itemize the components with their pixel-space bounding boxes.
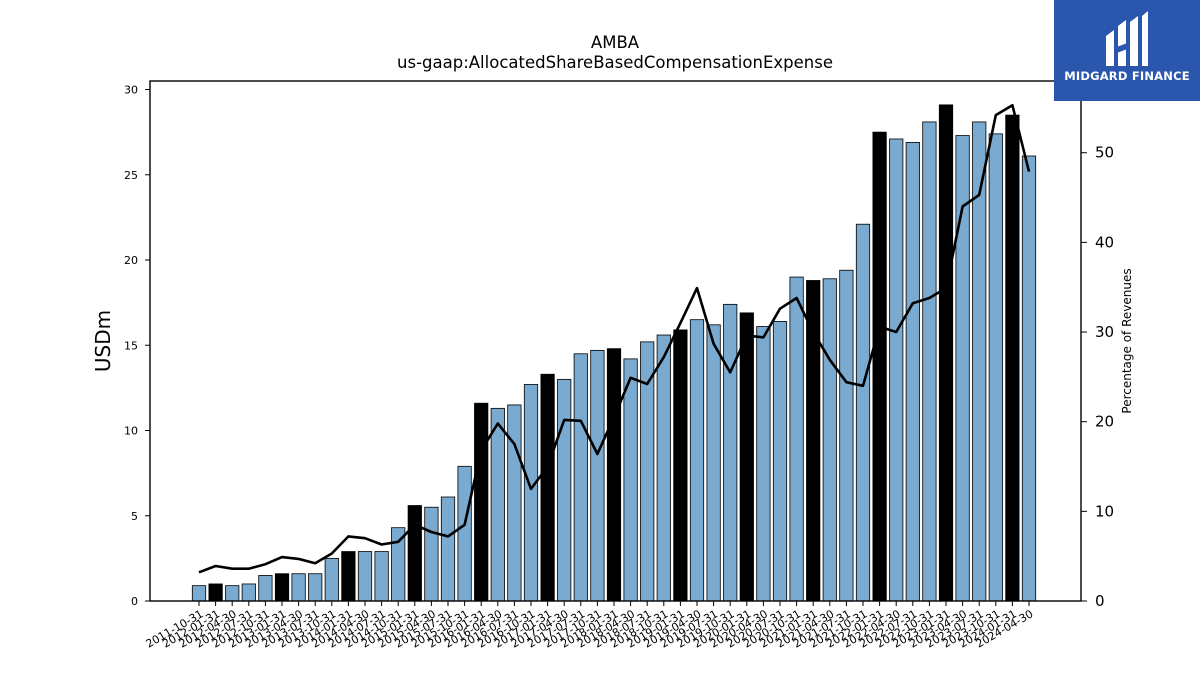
axes-layer: 051015202530010203040502011-10-312012-01… — [124, 80, 1114, 651]
bar-2012-04-30 — [225, 585, 240, 602]
y-axis-label: USDm — [91, 310, 115, 372]
y2-tick-label: 40 — [1095, 233, 1114, 251]
bar-2017-07-31 — [573, 353, 588, 602]
bar-2020-07-31 — [772, 320, 788, 602]
bar-2017-10-31 — [590, 349, 605, 602]
brand-name: MIDGARD FINANCE — [1064, 69, 1190, 83]
bar-2016-04-30 — [490, 407, 505, 602]
bar-2012-10-31 — [258, 575, 273, 602]
brand-logo: MIDGARD FINANCE — [1054, 0, 1200, 101]
y2-tick-label: 50 — [1095, 144, 1114, 162]
bar-2013-07-31 — [308, 573, 323, 602]
bar-2013-04-30 — [291, 573, 306, 602]
y-tick-label: 10 — [124, 425, 138, 438]
bars-layer — [191, 104, 1037, 602]
line-layer — [198, 103, 1031, 574]
bar-2012-01-31 — [208, 583, 223, 602]
bar-2016-07-31 — [507, 404, 522, 602]
bar-2016-10-31 — [523, 384, 539, 602]
bar-2024-04-30 — [1021, 155, 1037, 602]
plot-frame — [149, 80, 1082, 602]
bar-2021-07-31 — [839, 269, 854, 602]
bar-2018-10-31 — [656, 334, 671, 602]
bar-2019-01-31 — [673, 329, 688, 602]
bar-2021-04-30 — [822, 278, 837, 602]
bar-2021-10-31 — [855, 223, 871, 602]
bar-2018-07-31 — [640, 341, 655, 602]
y-tick-label: 25 — [124, 169, 138, 182]
bar-2024-01-31 — [1005, 114, 1020, 602]
bar-2015-04-30 — [424, 506, 439, 602]
bar-2013-10-31 — [324, 557, 339, 602]
y2-tick-label: 10 — [1095, 502, 1114, 520]
bar-2018-04-30 — [623, 358, 638, 602]
bar-2015-10-31 — [457, 465, 472, 602]
revenue-percentage-line — [198, 103, 1031, 574]
bar-2012-07-31 — [241, 583, 256, 602]
bar-2019-04-30 — [689, 319, 705, 602]
y2-axis-label: Percentage of Revenues — [1120, 268, 1134, 413]
bar-2023-10-31 — [988, 133, 1003, 602]
bar-2023-01-31 — [938, 104, 954, 602]
bar-2022-07-31 — [905, 141, 920, 602]
y-tick-label: 30 — [124, 84, 138, 97]
chart-subtitle: us-gaap:AllocatedShareBasedCompensationE… — [397, 53, 833, 72]
bar-2013-01-31 — [274, 573, 290, 602]
bar-2022-10-31 — [922, 121, 937, 602]
chart-title: AMBA — [591, 33, 640, 52]
y-tick-label: 20 — [124, 254, 138, 267]
bar-2015-07-31 — [440, 496, 456, 602]
bar-2014-01-31 — [341, 551, 356, 602]
bar-2018-01-31 — [606, 348, 622, 602]
y2-tick-label: 20 — [1095, 413, 1114, 431]
bar-2021-01-31 — [806, 280, 821, 602]
bar-2011-10-31 — [191, 585, 207, 602]
bar-2019-07-31 — [706, 324, 721, 602]
y-tick-label: 15 — [124, 339, 138, 352]
bar-2017-04-30 — [557, 378, 572, 602]
y2-tick-label: 30 — [1095, 323, 1114, 341]
bar-2019-10-31 — [723, 303, 738, 602]
brand-mark-icon — [1106, 11, 1148, 66]
bar-2014-04-30 — [357, 551, 373, 602]
bar-2017-01-31 — [540, 373, 555, 602]
y-tick-label: 5 — [131, 510, 138, 523]
bar-2022-01-31 — [872, 131, 887, 602]
bar-2022-04-30 — [889, 138, 904, 602]
bar-2016-01-31 — [474, 402, 489, 602]
bar-2020-04-30 — [756, 326, 771, 602]
y2-tick-label: 0 — [1095, 592, 1105, 610]
bar-2014-07-31 — [374, 551, 389, 602]
bar-2020-01-31 — [739, 312, 754, 602]
bar-2015-01-31 — [407, 505, 422, 602]
y-tick-label: 0 — [131, 595, 138, 608]
bar-2020-10-31 — [789, 276, 804, 602]
